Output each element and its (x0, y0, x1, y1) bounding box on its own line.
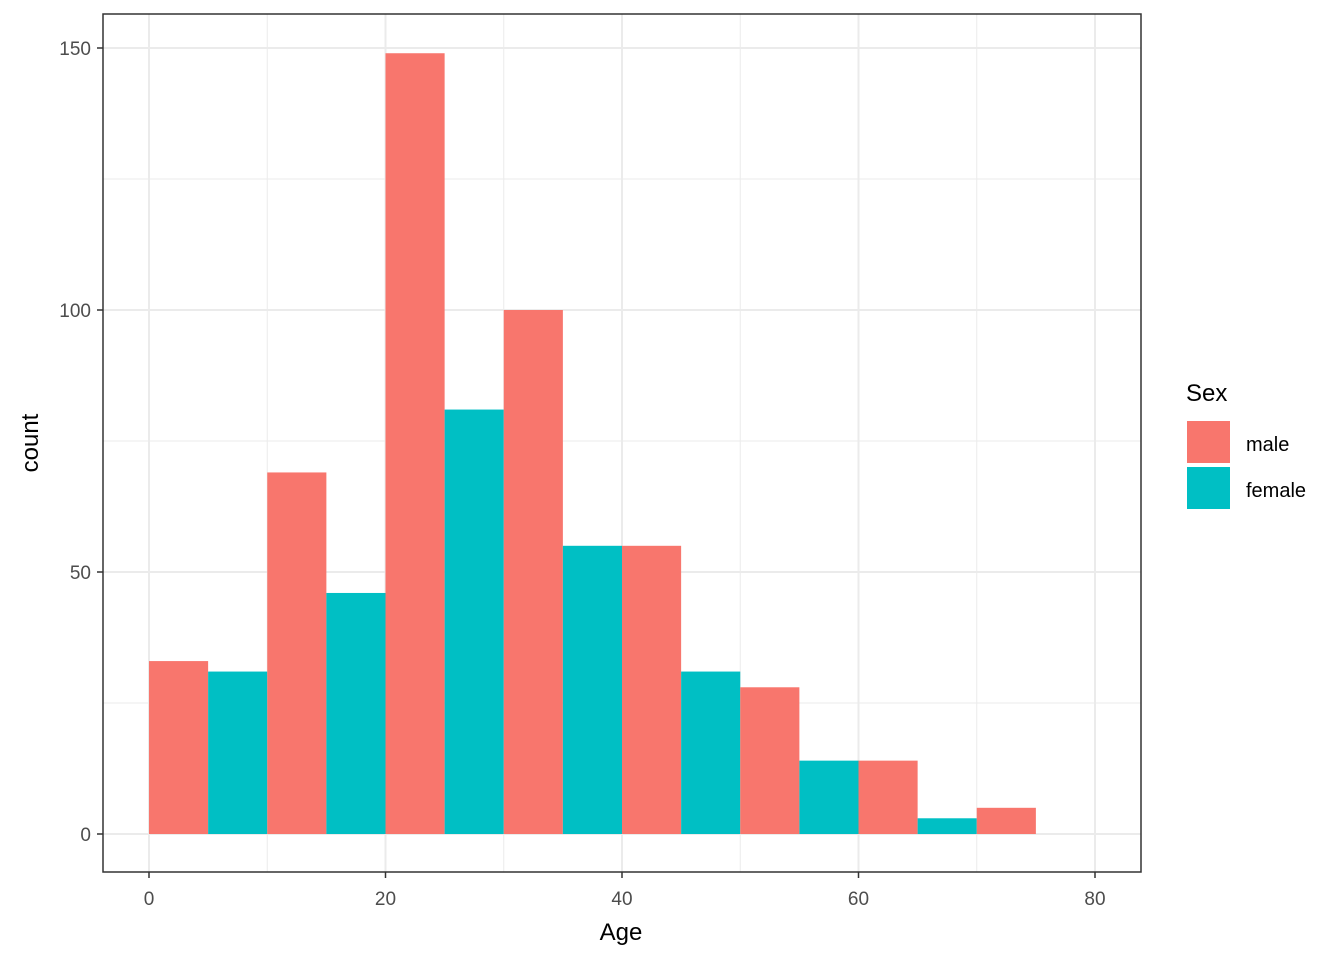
bar-male (858, 760, 918, 834)
legend-swatch-female (1187, 467, 1230, 509)
legend-swatch-male (1187, 421, 1230, 463)
bar-female (444, 409, 504, 834)
legend-label-male: male (1246, 434, 1289, 456)
y-tick-label: 50 (70, 563, 91, 584)
legend-label-female: female (1246, 480, 1306, 502)
bar-male (740, 687, 800, 834)
x-axis-title: Age (600, 919, 643, 946)
bar-female (208, 671, 268, 834)
bar-male (976, 807, 1036, 834)
x-axis-ticks: 0 20 40 60 80 (144, 872, 1106, 910)
bar-male (149, 661, 209, 834)
y-tick-label: 150 (59, 39, 91, 60)
x-tick-label: 60 (848, 889, 869, 910)
bars (149, 53, 1036, 835)
bar-female (799, 760, 859, 834)
y-axis-ticks: 0 50 100 150 (59, 39, 103, 846)
bar-female (917, 818, 977, 834)
bar-male (267, 472, 327, 834)
bar-male (385, 53, 445, 835)
legend-title: Sex (1186, 380, 1227, 407)
x-tick-label: 0 (144, 889, 155, 910)
bar-female (562, 545, 622, 834)
y-axis-title: count (17, 413, 44, 472)
y-tick-label: 0 (80, 825, 91, 846)
bar-male (503, 310, 563, 834)
bar-female (326, 592, 386, 834)
bar-male (622, 545, 682, 834)
y-tick-label: 100 (59, 301, 91, 322)
legend: Sex male female (1186, 380, 1306, 509)
bar-female (681, 671, 741, 834)
x-tick-label: 20 (375, 889, 396, 910)
x-tick-label: 80 (1084, 889, 1105, 910)
x-tick-label: 40 (611, 889, 632, 910)
